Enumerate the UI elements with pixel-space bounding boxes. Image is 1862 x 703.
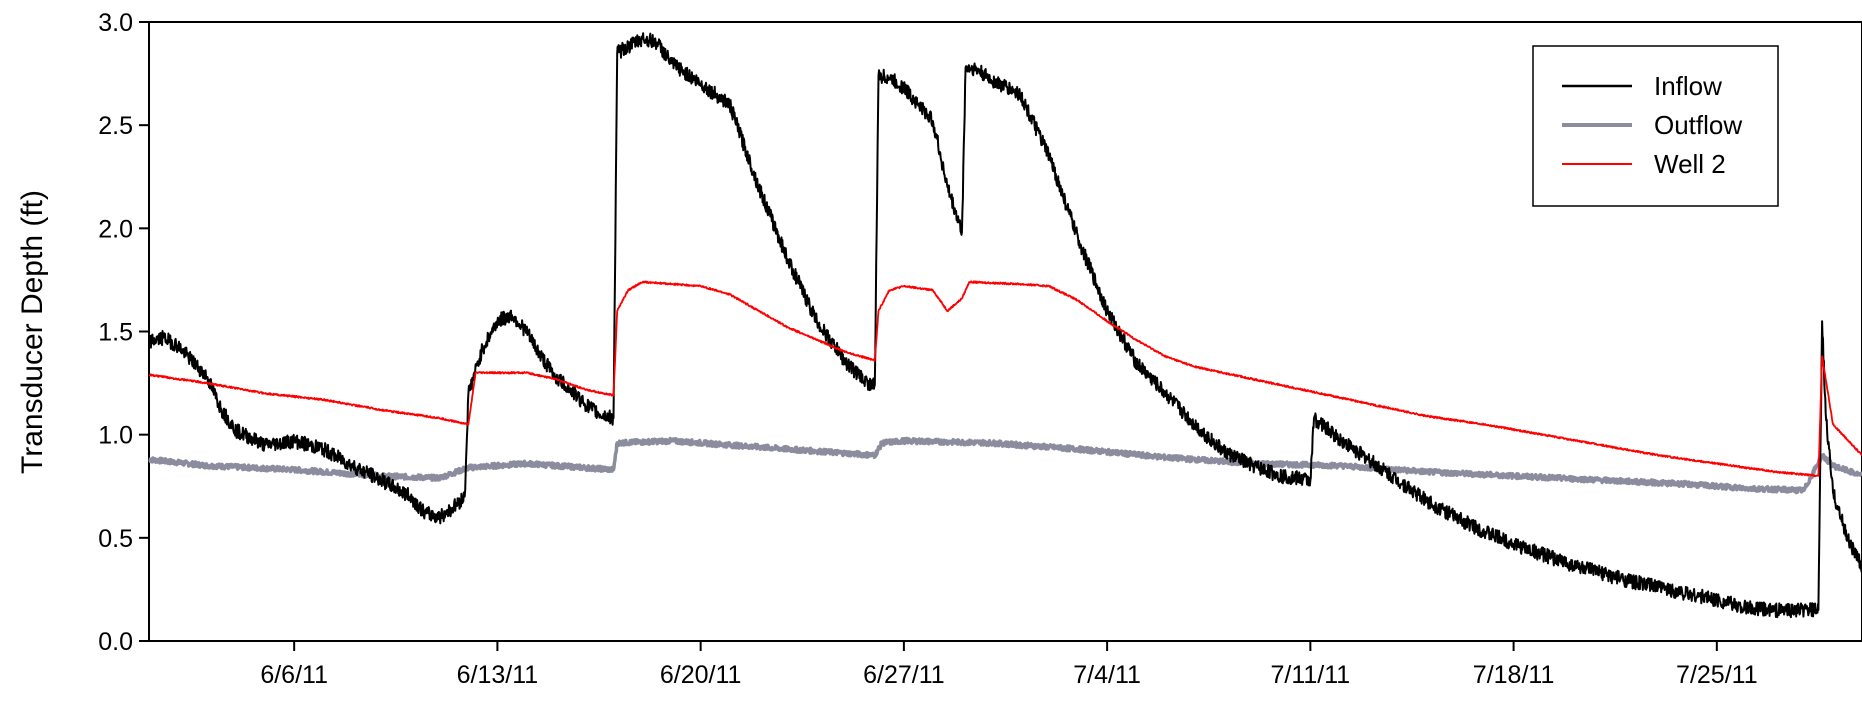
x-tick-label: 7/4/11 [1073,661,1141,689]
y-tick-label: 2.5 [98,112,133,140]
y-tick-label: 0.0 [98,628,133,656]
y-tick-label: 3.0 [98,9,133,37]
x-axis: 6/6/11 6/13/11 6/20/11 6/27/11 7/4/11 7/11/11… [260,641,1758,689]
x-tick-label: 7/11/11 [1271,661,1351,689]
y-tick-label: 0.5 [98,525,133,553]
legend: Inflow Outflow Well 2 [1532,45,1779,207]
x-tick-label: 7/18/11 [1473,661,1555,689]
series-line-outflow [147,436,1862,495]
x-tick-label: 6/6/11 [260,661,328,689]
x-tick-label: 6/20/11 [660,661,742,689]
series-line-well-2 [148,280,1862,478]
y-axis-title: Transducer Depth (ft) [16,190,49,474]
x-tick-label: 6/27/11 [863,661,945,689]
series-line-inflow [148,32,1862,619]
legend-label-well-2: Well 2 [1654,149,1726,179]
y-tick-label: 1.0 [98,422,133,450]
y-tick-label: 1.5 [98,319,133,347]
series-group [147,32,1862,619]
legend-label-outflow: Outflow [1654,110,1742,140]
y-axis: 0.0 0.5 1.0 1.5 2.0 2.5 3.0 [98,9,149,656]
x-tick-label: 7/25/11 [1676,661,1758,689]
legend-items: Inflow Outflow Well 2 [1562,71,1742,179]
legend-label-inflow: Inflow [1654,71,1722,101]
y-tick-label: 2.0 [98,215,133,243]
x-tick-label: 6/13/11 [457,661,539,689]
